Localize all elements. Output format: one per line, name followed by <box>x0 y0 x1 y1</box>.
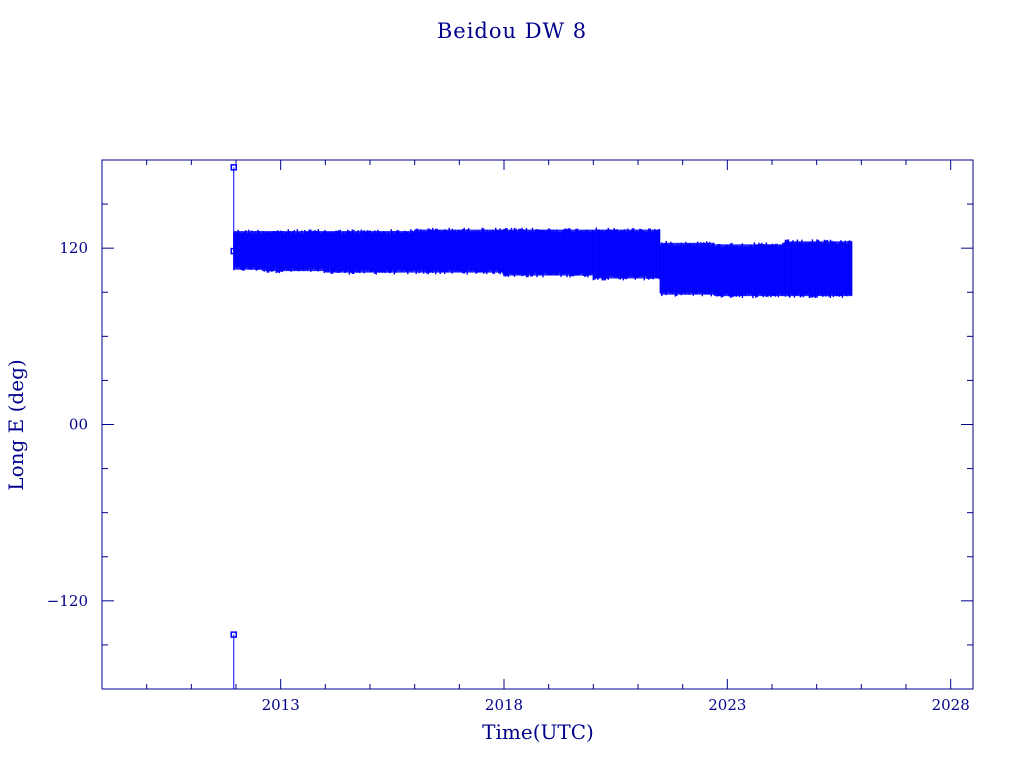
data-point <box>230 164 238 171</box>
data-band-texture <box>659 240 714 297</box>
y-axis-label: Long E (deg) <box>4 359 28 490</box>
x-tick-label: 2023 <box>708 696 746 714</box>
data-band-texture <box>503 227 594 278</box>
data-band-texture <box>784 239 853 299</box>
x-tick-label: 2018 <box>485 696 523 714</box>
data-band-texture <box>324 229 415 275</box>
y-tick-label: 120 <box>59 239 88 257</box>
data-point <box>230 247 238 255</box>
chart-title: Beidou DW 8 <box>437 19 587 43</box>
axis-ticks <box>102 160 973 689</box>
y-tick-label: −120 <box>47 592 88 610</box>
y-tick-label: 00 <box>69 416 88 434</box>
x-axis-label: Time(UTC) <box>482 720 594 744</box>
data-band-texture <box>414 227 504 275</box>
x-tick-label: 2013 <box>262 696 300 714</box>
data-bands <box>233 227 853 299</box>
data-band-texture <box>592 227 660 281</box>
data-band-texture <box>262 229 325 274</box>
x-tick-label: 2028 <box>932 696 970 714</box>
tick-labels: 2013 2018 2023 2028 −120 00 120 <box>47 239 970 714</box>
data-point <box>230 631 238 638</box>
data-points <box>230 164 238 689</box>
data-band-texture <box>713 242 786 299</box>
